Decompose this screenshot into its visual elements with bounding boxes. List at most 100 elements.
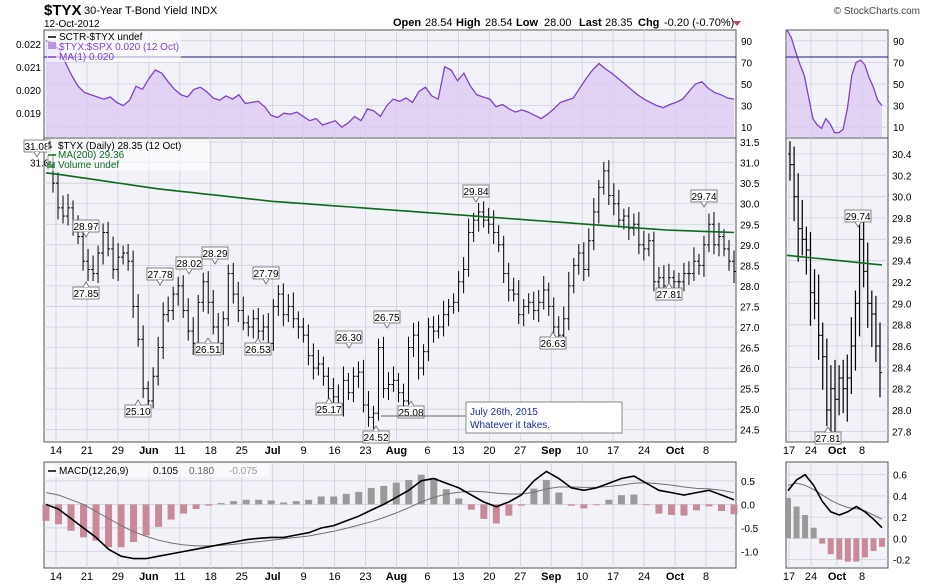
macd-histogram-bar xyxy=(292,501,300,505)
macd-histogram-bar xyxy=(467,504,475,510)
price-callout: 24.52 xyxy=(362,425,390,444)
macd-histogram-bar xyxy=(605,499,613,505)
macd-histogram-bar xyxy=(192,504,200,510)
price-bar xyxy=(626,207,631,240)
price-bar xyxy=(201,272,206,312)
price-zoom-bar xyxy=(804,226,809,275)
x-axis-tick-label: Sep xyxy=(541,571,561,583)
price-bar xyxy=(576,243,581,275)
price-bar xyxy=(346,372,351,401)
price-callout: 25.10 xyxy=(124,399,152,418)
histogram-value: -0.075 xyxy=(229,466,258,477)
x-axis-tick-label: 18 xyxy=(205,445,217,457)
macd-histogram-bar xyxy=(517,504,525,506)
x-axis-tick-label: 16 xyxy=(328,571,340,583)
callout-pointer xyxy=(665,282,673,289)
macd-histogram-bar xyxy=(492,504,500,524)
price-zoom-bar xyxy=(792,146,797,222)
x-axis-tick-label: 8 xyxy=(859,571,865,583)
price-bar xyxy=(171,286,176,320)
x-axis-tick-label: 20 xyxy=(483,571,495,583)
sctr-zoom-right-tick-label: 90 xyxy=(893,37,905,48)
price-bar xyxy=(241,296,246,331)
price-zoom-bar xyxy=(800,199,805,256)
macd-zoom-histogram-bar xyxy=(827,538,834,555)
price-bar xyxy=(111,236,116,279)
price-bar xyxy=(246,315,251,337)
macd-zoom-histogram-bar xyxy=(836,538,843,560)
callout-pointer xyxy=(82,281,90,288)
price-zoom-bar xyxy=(796,173,801,262)
price-bar xyxy=(256,308,261,339)
price-zoom-right-tick-label: 29.4 xyxy=(892,257,912,268)
price-bar xyxy=(321,356,326,386)
sctr-zoom-right-tick-label: 30 xyxy=(893,102,905,113)
macd-histogram-bar xyxy=(242,499,250,505)
x-axis-tick-label: Aug xyxy=(386,445,407,457)
callout-pointer xyxy=(185,268,193,275)
macd-histogram-bar xyxy=(105,504,113,548)
x-axis-tick-label: 9 xyxy=(301,445,307,457)
price-bar xyxy=(611,183,616,216)
ohlc-open-value: 28.54 xyxy=(425,17,453,29)
price-bar xyxy=(536,290,541,323)
x-axis-tick-label: 25 xyxy=(236,445,248,457)
x-axis-tick-label: Jun xyxy=(139,445,159,457)
macd-right-tick-label: 0.0 xyxy=(741,500,755,511)
price-bar xyxy=(541,276,546,310)
price-bar xyxy=(326,367,331,401)
price-bar xyxy=(381,336,386,399)
price-bar xyxy=(546,282,551,316)
price-bar xyxy=(636,211,641,255)
macd-histogram-bar xyxy=(142,504,150,536)
x-axis-tick-label: 23 xyxy=(359,571,371,583)
x-axis-tick-label: 13 xyxy=(452,571,464,583)
x-axis-tick-label: Sep xyxy=(541,445,561,457)
callout-pointer xyxy=(700,201,708,208)
price-bar xyxy=(596,179,601,224)
price-bar xyxy=(511,277,516,302)
sctr-zoom-right-tick-label: 70 xyxy=(893,58,905,69)
price-callout: 25.17 xyxy=(315,397,343,416)
macd-histogram-bar xyxy=(317,496,325,505)
price-zoom-bar xyxy=(878,322,882,398)
price-bar xyxy=(551,297,556,339)
x-axis-tick-label: 8 xyxy=(703,571,709,583)
x-axis-tick-label: 18 xyxy=(205,571,217,583)
chart-marks: 31.0828.9727.8525.1027.7828.0226.5128.29… xyxy=(23,29,888,562)
callout-label: 27.79 xyxy=(253,269,278,280)
annotation-box xyxy=(465,401,623,434)
price-bar xyxy=(141,325,146,399)
ratio-left-tick-label: 0.022 xyxy=(16,40,41,51)
macd-zoom-histogram-bar xyxy=(785,498,791,539)
macd-histogram-bar xyxy=(405,479,413,505)
signal-value: 0.180 xyxy=(189,466,214,477)
price-bar xyxy=(506,262,511,302)
x-axis-tick-label: 11 xyxy=(174,445,185,457)
ohlc-last-value: 28.35 xyxy=(605,17,633,29)
price-bar xyxy=(646,233,651,257)
callout-label: 25.17 xyxy=(316,405,341,416)
price-bar xyxy=(96,245,101,284)
price-right-tick-label: 28.0 xyxy=(740,282,760,293)
chart-date: 12-Oct-2012 xyxy=(44,19,100,30)
x-axis-tick-label: Jul xyxy=(265,445,281,457)
price-zoom-bar xyxy=(849,317,854,394)
callout-label: 27.81 xyxy=(815,434,840,445)
macd-zoom-histogram-bar xyxy=(879,538,885,547)
price-zoom-bar xyxy=(853,290,858,371)
macd-zoom-histogram-bar xyxy=(793,506,800,539)
macd-histogram-bar xyxy=(280,502,288,505)
price-bar xyxy=(236,281,241,323)
macd-histogram-bar xyxy=(305,499,313,505)
price-bar xyxy=(316,349,321,376)
callout-label: 27.81 xyxy=(656,290,681,301)
price-callout: 25.08 xyxy=(397,400,425,419)
price-callout: 28.29 xyxy=(201,246,229,265)
macd-zoom-right-tick-label: 0.0 xyxy=(893,534,907,545)
x-axis-tick-label: Jul xyxy=(265,571,281,583)
price-callout: 26.53 xyxy=(244,337,272,356)
price-bar xyxy=(261,314,266,341)
price-bar xyxy=(351,367,356,403)
